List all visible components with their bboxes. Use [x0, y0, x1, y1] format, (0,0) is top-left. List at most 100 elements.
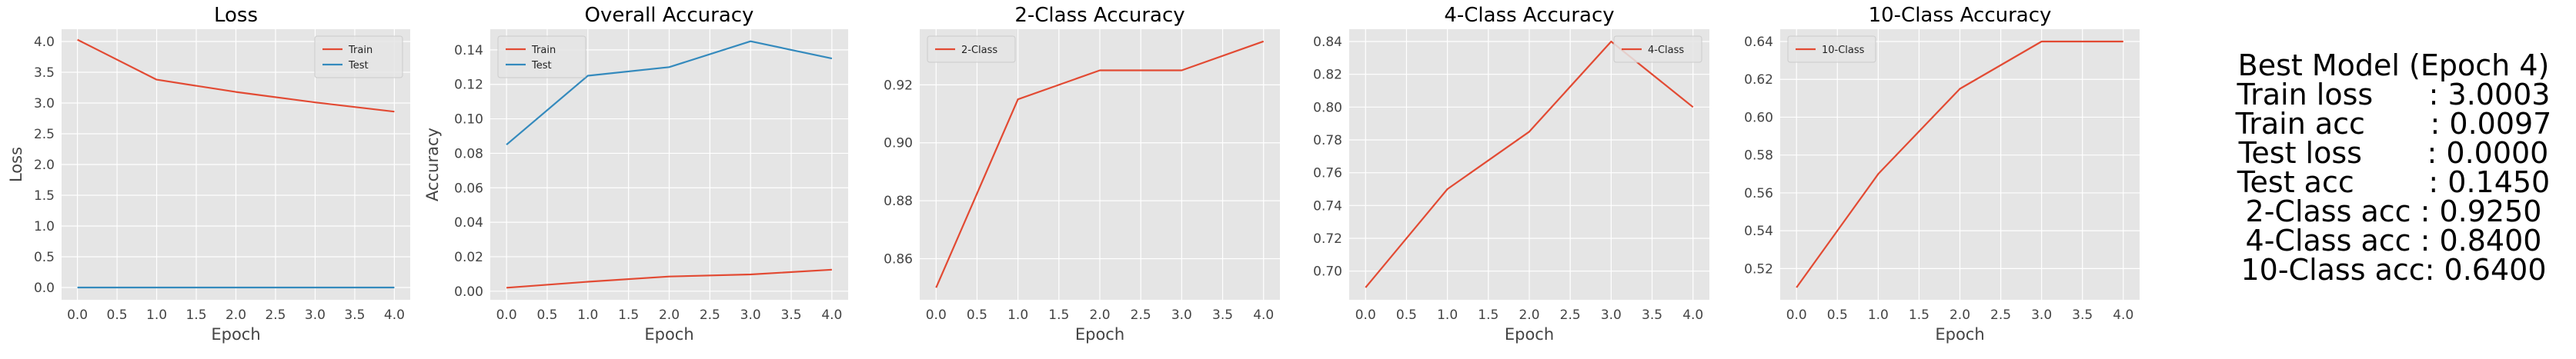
y-tick-label: 0.52: [1744, 261, 1773, 277]
x-tick-label: 3.0: [1601, 307, 1622, 323]
x-tick-label: 2.5: [1131, 307, 1151, 323]
x-tick-label: 3.0: [1171, 307, 1192, 323]
y-tick-label: 0.90: [884, 136, 913, 151]
x-tick-label: 3.5: [2072, 307, 2093, 323]
series-line-10-class: [1796, 40, 2123, 288]
x-tick-label: 2.5: [1990, 307, 2011, 323]
summary-line: Test acc : 0.1450: [2237, 165, 2550, 199]
chart-title: Overall Accuracy: [585, 4, 754, 27]
x-tick-label: 1.5: [1048, 307, 1069, 323]
y-tick-label: 0.86: [884, 251, 913, 267]
x-axis-label: Epoch: [211, 325, 260, 344]
x-tick-label: 1.0: [577, 307, 598, 323]
summary-line: Best Model (Epoch 4): [2238, 48, 2550, 82]
legend-label: Train: [348, 45, 373, 56]
legend-label: Train: [531, 45, 556, 56]
y-tick-label: 0.60: [1744, 110, 1773, 125]
x-tick-label: 0.0: [1786, 307, 1807, 323]
y-tick-label: 0.74: [1313, 198, 1342, 214]
series-line-2-class: [935, 40, 1265, 288]
x-tick-label: 3.5: [344, 307, 365, 323]
legend-label: 4-Class: [1648, 45, 1684, 56]
x-tick-label: 4.0: [2113, 307, 2133, 323]
y-tick-label: 0.00: [454, 284, 483, 300]
y-tick-label: 0.58: [1744, 148, 1773, 164]
x-tick-label: 1.0: [1007, 307, 1028, 323]
y-tick-label: 0.08: [454, 146, 483, 161]
x-tick-label: 0.0: [496, 307, 517, 323]
x-tick-label: 0.5: [1827, 307, 1848, 323]
y-tick-label: 0.72: [1313, 231, 1342, 247]
x-tick-label: 3.0: [2031, 307, 2052, 323]
x-tick-label: 2.0: [1519, 307, 1539, 323]
chart-panel-3: 0.0 0.5 1.0 1.5 2.0 2.5 3.0 3.5 4.0 0.86 0.88 0.90 0…: [884, 4, 1280, 344]
chart-title: 10-Class Accuracy: [1869, 4, 2052, 27]
y-tick-label: 0.76: [1313, 166, 1342, 181]
legend-box: [497, 35, 586, 78]
y-axis-label: Accuracy: [423, 128, 442, 201]
legend-label: 2-Class: [961, 45, 997, 56]
y-tick-label: 0.0: [34, 281, 55, 296]
y-tick-label: 0.64: [1744, 35, 1773, 50]
y-tick-label: 0.62: [1744, 72, 1773, 88]
x-axis-label: Epoch: [1075, 325, 1124, 344]
x-tick-label: 2.5: [700, 307, 720, 323]
x-tick-label: 0.5: [1396, 307, 1417, 323]
chart-panel-2: 0.0 0.5 1.0 1.5 2.0 2.5 3.0 3.5 4.0 0.00 0.02 0.04 0…: [423, 4, 848, 344]
x-tick-label: 3.0: [740, 307, 761, 323]
x-tick-label: 1.5: [185, 307, 206, 323]
x-tick-label: 1.5: [1478, 307, 1498, 323]
x-tick-label: 0.0: [1355, 307, 1376, 323]
x-tick-label: 4.0: [821, 307, 842, 323]
x-tick-label: 0.5: [107, 307, 128, 323]
y-tick-label: 3.5: [34, 65, 55, 81]
legend: 10-Class: [1787, 35, 1876, 63]
legend-box: [314, 35, 403, 78]
summary-line: 10-Class acc: 0.6400: [2240, 253, 2546, 287]
chart-panel-1: 0.0 0.5 1.0 1.5 2.0 2.5 3.0 3.5 4.0 0.0 0.5 1.0 1.5 2…: [7, 4, 410, 344]
x-tick-label: 1.5: [1909, 307, 1929, 323]
x-tick-label: 4.0: [1682, 307, 1703, 323]
y-tick-label: 2.5: [34, 127, 55, 142]
legend: 2-Class: [927, 35, 1016, 63]
legend-label: Test: [348, 60, 369, 71]
legend: 4-Class: [1613, 35, 1702, 63]
y-tick-label: 0.82: [1313, 68, 1342, 83]
summary-line: Test loss : 0.0000: [2238, 136, 2549, 170]
x-tick-label: 1.0: [1437, 307, 1458, 323]
x-tick-label: 4.0: [384, 307, 405, 323]
y-tick-label: 0.5: [34, 250, 55, 265]
x-tick-label: 2.0: [1950, 307, 1970, 323]
x-tick-label: 0.5: [536, 307, 557, 323]
legend-label: Test: [531, 60, 552, 71]
chart-panel-4: 0.0 0.5 1.0 1.5 2.0 2.5 3.0 3.5 4.0 0.70 0.72 0.74 0…: [1313, 4, 1709, 344]
x-tick-label: 4.0: [1253, 307, 1274, 323]
chart-title: Loss: [214, 4, 258, 27]
legend: Train Test: [497, 35, 586, 78]
x-axis-label: Epoch: [1935, 325, 1984, 344]
chart-panel-5: 0.0 0.5 1.0 1.5 2.0 2.5 3.0 3.5 4.0 0.52 0.54 0.56 0…: [1744, 4, 2140, 344]
x-tick-label: 0.5: [967, 307, 987, 323]
x-tick-label: 2.0: [1089, 307, 1110, 323]
y-tick-label: 0.84: [1313, 35, 1342, 50]
x-axis-label: Epoch: [1505, 325, 1554, 344]
y-tick-label: 0.12: [454, 78, 483, 93]
y-tick-label: 0.92: [884, 78, 913, 93]
legend: Train Test: [314, 35, 403, 78]
y-tick-label: 0.80: [1313, 100, 1342, 115]
x-tick-label: 0.0: [926, 307, 947, 323]
legend-box: [927, 35, 1016, 63]
x-tick-label: 2.0: [659, 307, 680, 323]
chart-title: 4-Class Accuracy: [1444, 4, 1614, 27]
y-tick-label: 0.54: [1744, 224, 1773, 239]
y-axis-label: Loss: [7, 147, 25, 182]
series-line-train: [77, 38, 395, 113]
x-tick-label: 2.5: [1560, 307, 1581, 323]
summary-line: Train loss : 3.0003: [2237, 78, 2551, 111]
chart-title: 2-Class Accuracy: [1014, 4, 1184, 27]
y-tick-label: 4.0: [34, 35, 55, 50]
y-tick-label: 2.0: [34, 158, 55, 173]
y-tick-label: 0.02: [454, 250, 483, 265]
x-tick-label: 2.0: [226, 307, 246, 323]
